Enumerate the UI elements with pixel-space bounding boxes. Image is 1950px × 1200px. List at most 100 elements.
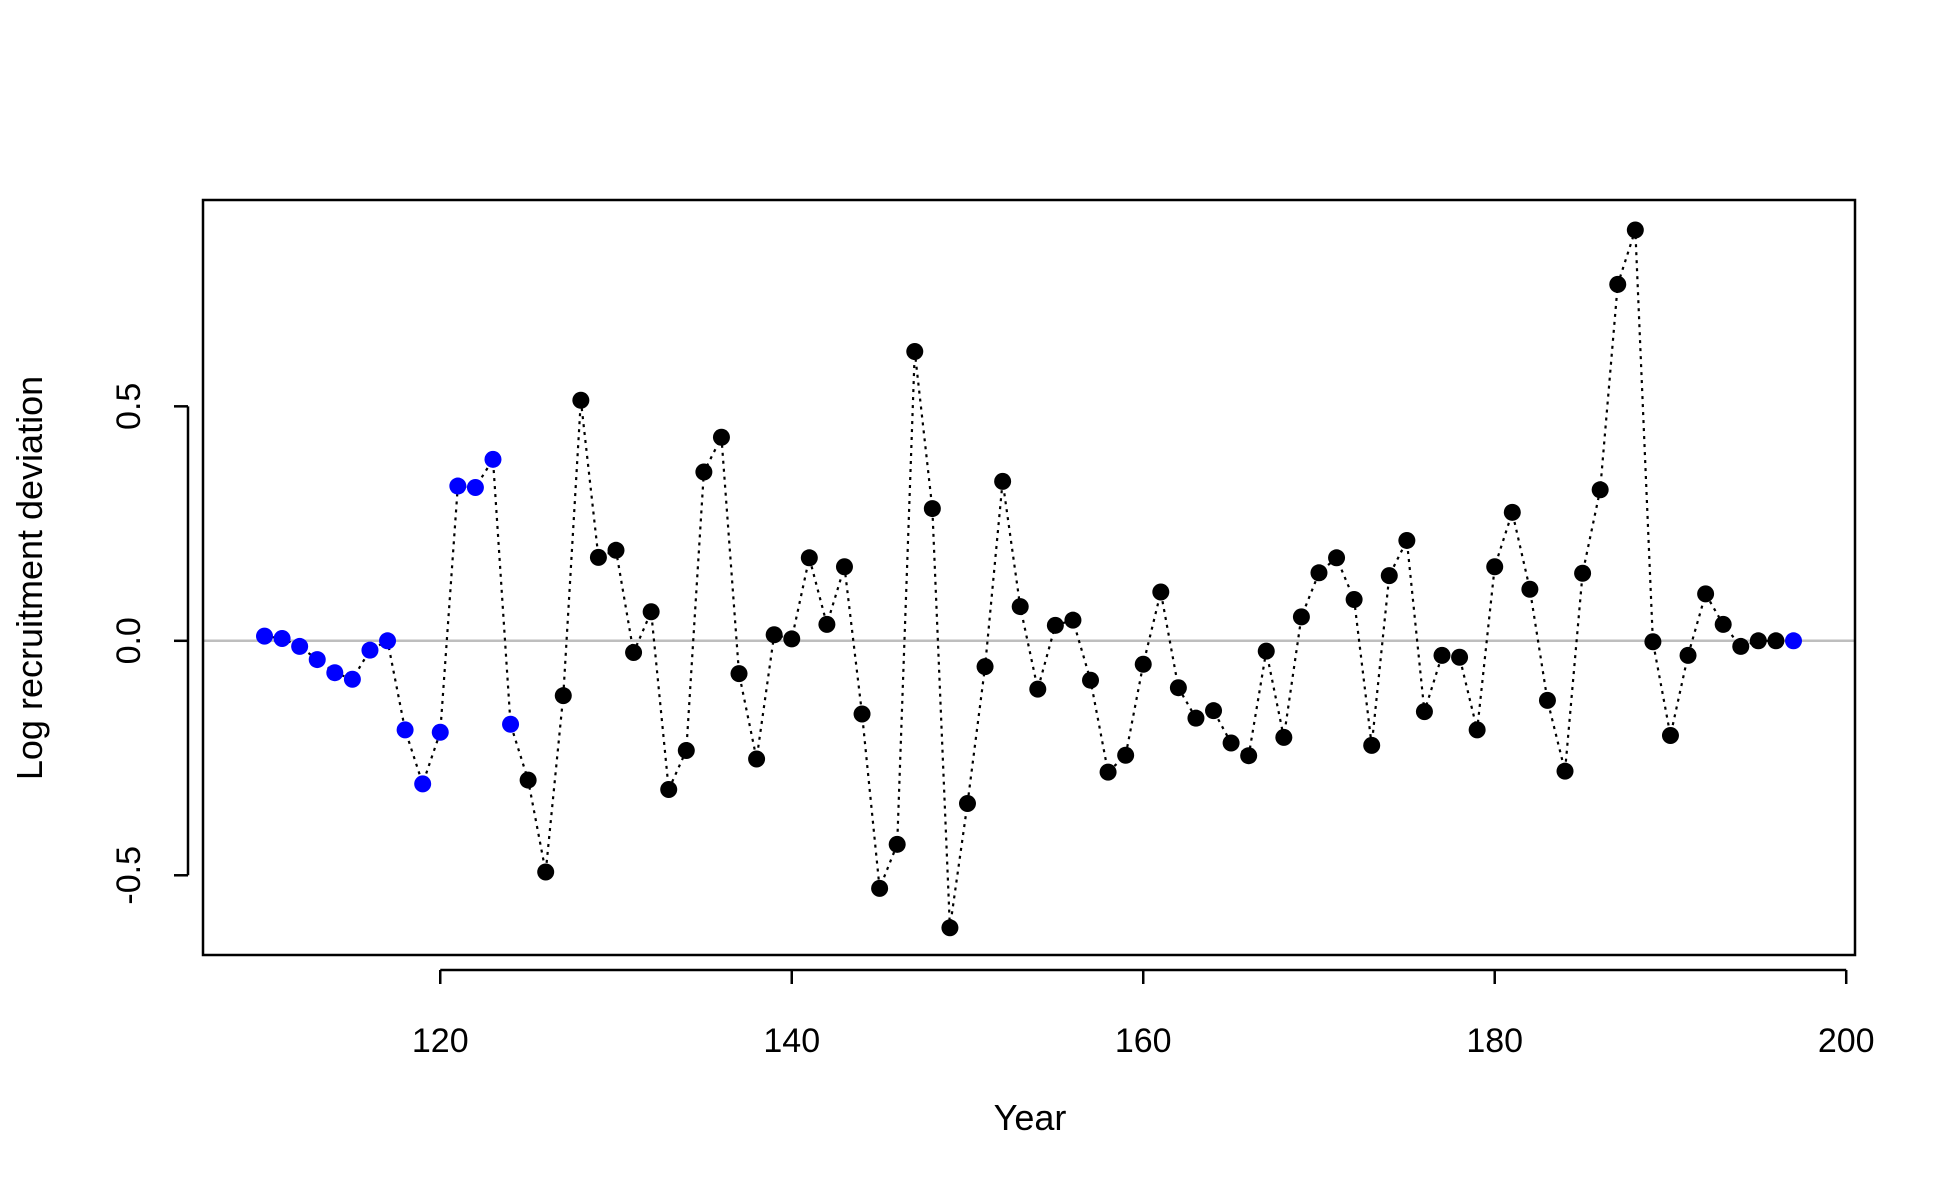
data-point	[1117, 746, 1135, 764]
data-point	[1345, 591, 1363, 609]
data-point	[871, 879, 889, 897]
data-point	[396, 721, 414, 739]
x-tick-label: 140	[763, 1022, 820, 1060]
data-point	[783, 630, 801, 648]
data-point	[379, 632, 397, 650]
data-point	[537, 863, 555, 881]
data-point	[1661, 727, 1679, 745]
data-point	[958, 795, 976, 813]
data-point	[1538, 691, 1556, 709]
data-point	[1714, 615, 1732, 633]
data-point	[554, 687, 572, 705]
data-point	[1152, 583, 1170, 601]
data-point	[449, 477, 467, 495]
data-point	[361, 641, 379, 659]
x-axis: 120 140 160 180 200	[412, 968, 1875, 1060]
data-point	[1222, 734, 1240, 752]
data-point	[818, 615, 836, 633]
data-point	[976, 658, 994, 676]
data-point	[923, 500, 941, 518]
y-axis: -0.5 0.0 0.5	[110, 383, 190, 905]
data-point	[1257, 642, 1275, 660]
data-point	[1082, 671, 1100, 689]
data-point	[1064, 611, 1082, 629]
x-tick-label: 200	[1818, 1022, 1875, 1060]
plot-frame	[201, 198, 1857, 957]
data-point	[677, 742, 695, 760]
data-point	[1134, 655, 1152, 673]
data-point	[273, 629, 291, 647]
data-point	[1521, 580, 1539, 598]
data-point	[642, 603, 660, 621]
data-point	[906, 342, 924, 360]
x-tick-label: 120	[412, 1022, 469, 1060]
data-point	[941, 919, 959, 937]
data-point	[853, 705, 871, 723]
data-point	[800, 549, 818, 567]
data-point	[695, 463, 713, 481]
data-point	[519, 771, 537, 789]
data-point	[1292, 608, 1310, 626]
data-point	[994, 472, 1012, 490]
data-point	[1609, 275, 1627, 293]
data-point	[1240, 747, 1258, 765]
data-point	[730, 665, 748, 683]
data-point	[466, 478, 484, 496]
data-point	[660, 780, 678, 798]
data-point	[1011, 598, 1029, 616]
data-point	[343, 670, 361, 688]
data-point	[1380, 567, 1398, 585]
data-point	[1503, 503, 1521, 521]
data-point	[1310, 564, 1328, 582]
data-point	[1415, 703, 1433, 721]
data-point	[1679, 646, 1697, 664]
x-axis-title: Year	[994, 1097, 1067, 1138]
data-point	[1556, 762, 1574, 780]
data-point	[1275, 728, 1293, 746]
data-point	[572, 391, 590, 409]
data-point	[484, 450, 502, 468]
data-point	[712, 428, 730, 446]
data-point	[1749, 632, 1767, 650]
data-point	[308, 651, 326, 669]
data-point	[1591, 481, 1609, 499]
data-point	[1187, 709, 1205, 727]
data-point	[1328, 549, 1346, 567]
data-point	[1486, 558, 1504, 576]
data-points-layer	[256, 221, 1802, 937]
y-tick-label: -0.5	[110, 846, 148, 905]
data-point	[1732, 637, 1750, 655]
data-point	[326, 664, 344, 682]
y-tick-label: 0.0	[110, 617, 148, 664]
data-point	[1451, 648, 1469, 666]
data-point	[291, 637, 309, 655]
data-point	[589, 548, 607, 566]
data-point	[888, 835, 906, 853]
data-point	[1205, 702, 1223, 720]
data-point	[765, 626, 783, 644]
data-point	[502, 715, 520, 733]
data-point	[431, 723, 449, 741]
data-point	[1626, 221, 1644, 239]
y-tick-label: 0.5	[110, 383, 148, 430]
data-point	[1363, 736, 1381, 754]
data-point	[256, 627, 274, 645]
x-tick-label: 160	[1115, 1022, 1172, 1060]
data-point	[1468, 721, 1486, 739]
data-point	[1169, 679, 1187, 697]
data-point	[1644, 633, 1662, 651]
data-point	[1574, 564, 1592, 582]
data-point	[414, 775, 432, 793]
data-point	[1784, 632, 1802, 650]
data-point	[625, 644, 643, 662]
y-axis-title: Log recruitment deviation	[9, 376, 50, 780]
data-point	[607, 541, 625, 559]
data-point	[1029, 680, 1047, 698]
data-point	[1767, 632, 1785, 650]
data-point	[1433, 646, 1451, 664]
data-point	[1398, 531, 1416, 549]
data-point	[1697, 585, 1715, 603]
data-point	[748, 750, 766, 768]
